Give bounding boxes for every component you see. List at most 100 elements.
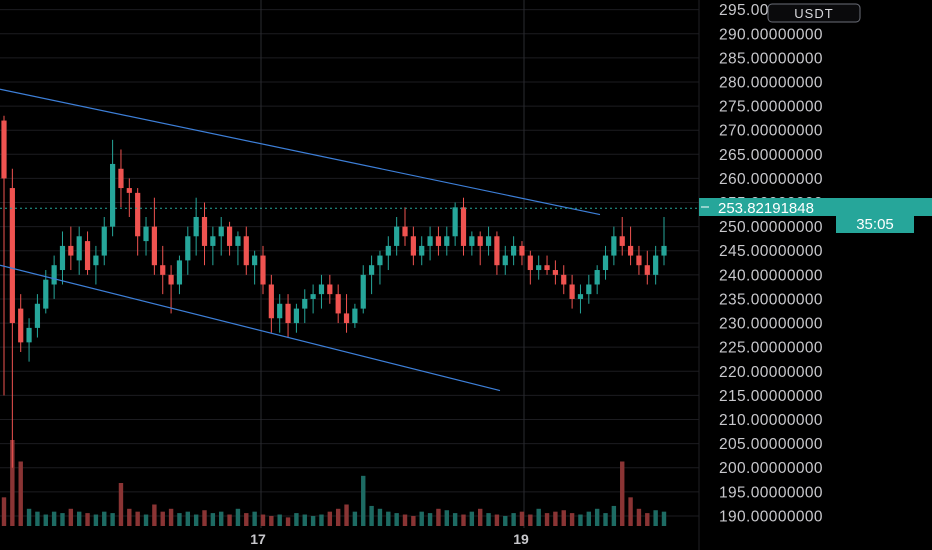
candle (9, 168, 15, 468)
candle-body (536, 265, 542, 271)
volume-bar (553, 511, 558, 526)
candle (185, 226, 191, 275)
candle (160, 245, 166, 295)
volume-bar (260, 514, 266, 526)
trendline[interactable] (0, 88, 601, 216)
candle-body (419, 245, 425, 256)
candle-body (485, 236, 492, 246)
price-tick-label: 240.00000000 (719, 267, 823, 284)
candle (68, 226, 74, 271)
candle-body (502, 255, 508, 266)
time-axis[interactable]: 17 19 (250, 531, 529, 547)
volume-bar (102, 511, 107, 526)
price-tick-label: 210.00000000 (719, 412, 823, 429)
volume-bar (51, 511, 57, 526)
candle-body (51, 265, 57, 285)
volume-bar (369, 505, 374, 526)
candle-body (201, 216, 208, 246)
candle (469, 231, 475, 256)
candle (285, 294, 291, 338)
candle (586, 274, 592, 304)
candle (460, 197, 467, 256)
price-tick-label: 285.00000000 (719, 50, 823, 67)
candle-body (318, 284, 325, 295)
volume-bar (35, 511, 40, 526)
candle-body (126, 188, 132, 193)
candle (210, 226, 216, 266)
candle (126, 178, 132, 217)
volume-bar (628, 497, 633, 526)
volume-bar (210, 513, 216, 526)
candle-body (160, 265, 166, 275)
volume-bar (252, 511, 257, 526)
trendlines[interactable] (0, 88, 601, 392)
candle (368, 255, 375, 295)
time-tick-label: 17 (250, 531, 266, 547)
candle (310, 284, 316, 314)
currency-badge-frame (767, 3, 861, 23)
trendline[interactable] (0, 264, 501, 392)
candle (602, 245, 609, 280)
volume-bar (645, 513, 650, 526)
candle-body (110, 163, 116, 227)
volume-bar (118, 483, 124, 526)
volume-bar (653, 510, 658, 526)
volume-bar (68, 508, 74, 526)
volume-bar (486, 513, 491, 526)
candle-body (368, 265, 375, 275)
candle (168, 265, 174, 314)
volume-bar (620, 461, 625, 526)
price-tick-label: 215.00000000 (719, 388, 823, 405)
countdown-badge-bg (836, 216, 914, 233)
candle-body (143, 226, 149, 242)
candle-body (260, 255, 266, 285)
volume-bar (244, 513, 249, 526)
volume-bar (85, 513, 90, 526)
currency-badge[interactable]: USDT (767, 3, 861, 23)
candle (636, 245, 642, 275)
volume-bar (352, 511, 358, 526)
candle (260, 245, 266, 295)
candle (569, 274, 575, 309)
candle (653, 245, 659, 285)
candle-body (335, 294, 341, 314)
price-tick-label: 235.00000000 (719, 291, 823, 308)
candle-body (460, 207, 467, 246)
candle-body (310, 294, 316, 299)
candle (226, 221, 233, 256)
volume-bar (536, 508, 541, 526)
price-tick-label: 260.00000000 (719, 171, 823, 188)
candle (143, 216, 149, 256)
candle (318, 274, 325, 309)
price-tick-label: 200.00000000 (719, 460, 823, 477)
candle (93, 245, 99, 285)
candle (661, 216, 667, 266)
price-tick-label: 230.00000000 (719, 316, 823, 333)
price-tick-label: 245.00000000 (719, 243, 823, 260)
candle-body (84, 241, 91, 271)
volume-bar (411, 515, 416, 526)
candle-body (394, 226, 400, 246)
volume-bar (386, 511, 391, 526)
candle-body (293, 308, 300, 324)
candle-body (277, 303, 283, 319)
price-tick-label: 225.00000000 (719, 340, 823, 357)
candle (268, 274, 274, 333)
candle (51, 255, 57, 299)
candle-body (511, 245, 517, 256)
volume-bar (569, 513, 575, 526)
candle (84, 231, 91, 275)
candle (277, 294, 283, 333)
volume-bar (202, 510, 207, 526)
candle-body (435, 236, 442, 246)
candle-body (602, 255, 609, 271)
candle-body (427, 236, 433, 246)
candle (360, 265, 366, 314)
volume-bar (319, 514, 324, 526)
volume-bar (402, 514, 408, 526)
volume-bar (277, 514, 282, 526)
candle-body (469, 236, 475, 246)
volume-bar (1, 497, 7, 526)
candle-body (544, 265, 550, 271)
